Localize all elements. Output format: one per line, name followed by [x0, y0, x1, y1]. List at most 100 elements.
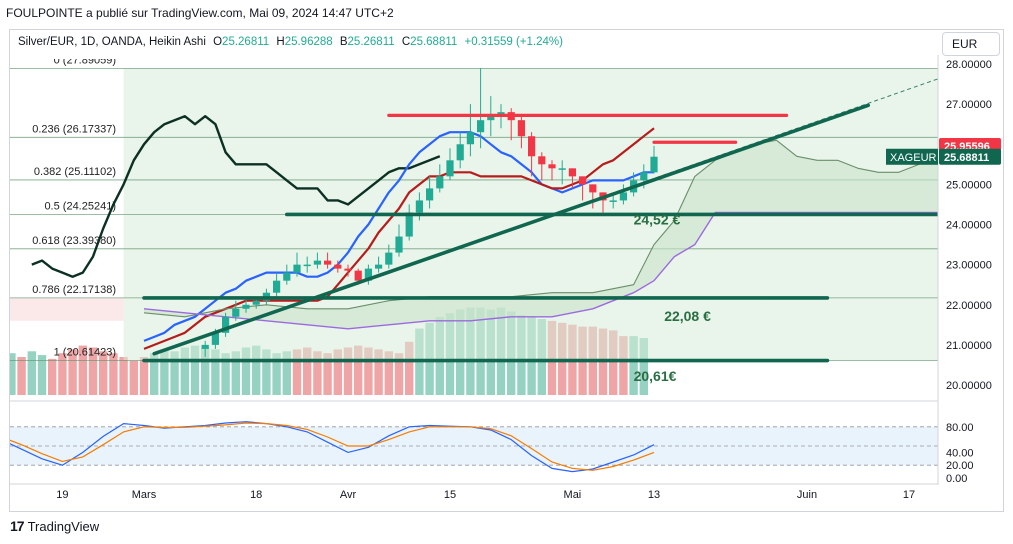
- candle-body: [324, 260, 332, 265]
- volume-bar: [27, 351, 36, 395]
- legend-change: +0.31559 (+1.24%): [465, 36, 564, 48]
- volume-bar: [99, 351, 108, 395]
- candle-body: [548, 164, 556, 169]
- volume-bar: [272, 353, 281, 395]
- volume-bar: [58, 353, 67, 395]
- series-line-3: [143, 127, 655, 350]
- fib-label: 1 (20.61423): [54, 346, 116, 358]
- volume-bar: [160, 349, 169, 395]
- volume-bar: [343, 347, 353, 395]
- candle-body: [477, 120, 485, 133]
- candle-body: [344, 268, 352, 271]
- price-tick-label: 24.00000: [946, 220, 992, 232]
- volume-bar: [109, 353, 118, 395]
- tradingview-logo-icon: 17: [10, 518, 25, 534]
- time-tick-label: Avr: [340, 489, 357, 501]
- time-tick-label: 15: [444, 489, 456, 501]
- volume-bar: [394, 353, 404, 395]
- volume-bar: [323, 353, 332, 395]
- price-tick-label: 20.00000: [946, 380, 992, 392]
- volume-bar: [211, 349, 220, 395]
- volume-bar: [48, 358, 57, 395]
- volume-bar: [78, 345, 87, 395]
- candle-body: [466, 132, 474, 145]
- candle-body: [609, 200, 617, 202]
- legend-close-label: C: [402, 36, 410, 48]
- candle-body: [334, 264, 342, 269]
- left-tint: [10, 297, 124, 321]
- currency-button[interactable]: EUR: [942, 32, 1000, 56]
- candle-body: [385, 252, 393, 265]
- volume-bar: [0, 346, 5, 395]
- volume-bar: [231, 351, 240, 395]
- candle-body: [313, 260, 321, 265]
- candle-body: [283, 272, 291, 281]
- candle-body: [528, 136, 536, 157]
- price-tick-label: 21.00000: [946, 340, 992, 352]
- price-annotation: 22,08 €: [664, 308, 711, 324]
- legend-open-label: O: [213, 36, 222, 48]
- cloud-area: [144, 140, 938, 329]
- osc-tick-label: 20.00: [946, 460, 974, 472]
- volume-bar: [619, 336, 628, 395]
- volume-bar: [68, 349, 77, 395]
- osc-line-2: [10, 422, 655, 471]
- price-tick-label: 27.00000: [946, 99, 992, 111]
- volume-bar: [180, 347, 189, 395]
- candle-body: [415, 200, 423, 213]
- chart-panel[interactable]: [9, 29, 1004, 512]
- candle-body: [293, 264, 301, 273]
- time-tick-label: Juin: [797, 489, 817, 501]
- legend-high-value: 25.96288: [285, 36, 333, 48]
- candle-body: [456, 144, 464, 161]
- volume-bar: [129, 360, 138, 395]
- volume-bar: [37, 355, 47, 395]
- volume-bar: [119, 357, 128, 395]
- tradingview-brand[interactable]: 17 TradingView: [10, 518, 99, 534]
- series-line-4: [143, 139, 938, 318]
- osc-tick-label: 0.00: [946, 473, 967, 485]
- price-tick-label: 22.00000: [946, 300, 992, 312]
- volume-bar: [292, 349, 302, 395]
- time-tick-label: Mars: [132, 489, 157, 501]
- volume-bar: [364, 347, 373, 395]
- volume-bar: [333, 349, 342, 395]
- volume-bar: [241, 347, 251, 395]
- candle-body: [426, 188, 434, 201]
- candle-body: [242, 304, 250, 309]
- candle-body: [303, 264, 311, 267]
- price-annotation: 24,52 €: [634, 212, 681, 228]
- osc-line-1: [10, 421, 655, 473]
- fib-label: 0.618 (23.39380): [32, 235, 116, 247]
- volume-bar: [17, 357, 26, 395]
- brand-name: TradingView: [27, 518, 100, 534]
- candle-body: [650, 156, 658, 173]
- price-tag: [939, 148, 1001, 165]
- volume-bar: [10, 353, 16, 395]
- candle-body: [252, 300, 260, 305]
- legend-low-value: 25.26811: [348, 36, 395, 48]
- volume-bar: [354, 345, 363, 395]
- volume-bar: [201, 347, 210, 395]
- volume-bar: [405, 341, 414, 395]
- candle-body: [354, 270, 362, 281]
- volume-bar: [262, 349, 271, 395]
- candle-body: [273, 280, 281, 293]
- candle-body: [487, 116, 495, 121]
- candle-body: [446, 160, 454, 177]
- candle-body: [395, 236, 403, 253]
- candle-body: [568, 168, 576, 177]
- volume-bar: [313, 351, 322, 395]
- series-line-5: [143, 211, 938, 330]
- fib-label: 0 (27.89059): [54, 54, 116, 66]
- fib-label: 0.5 (24.25241): [44, 200, 116, 212]
- candle-body: [579, 176, 587, 185]
- legend-open-value: 25.26811: [222, 36, 269, 48]
- time-tick-label: 18: [250, 489, 262, 501]
- price-tick-label: 28.00000: [946, 59, 992, 71]
- time-tick-label: 19: [56, 489, 68, 501]
- candle-body: [619, 192, 627, 201]
- series-line-2: [143, 131, 654, 342]
